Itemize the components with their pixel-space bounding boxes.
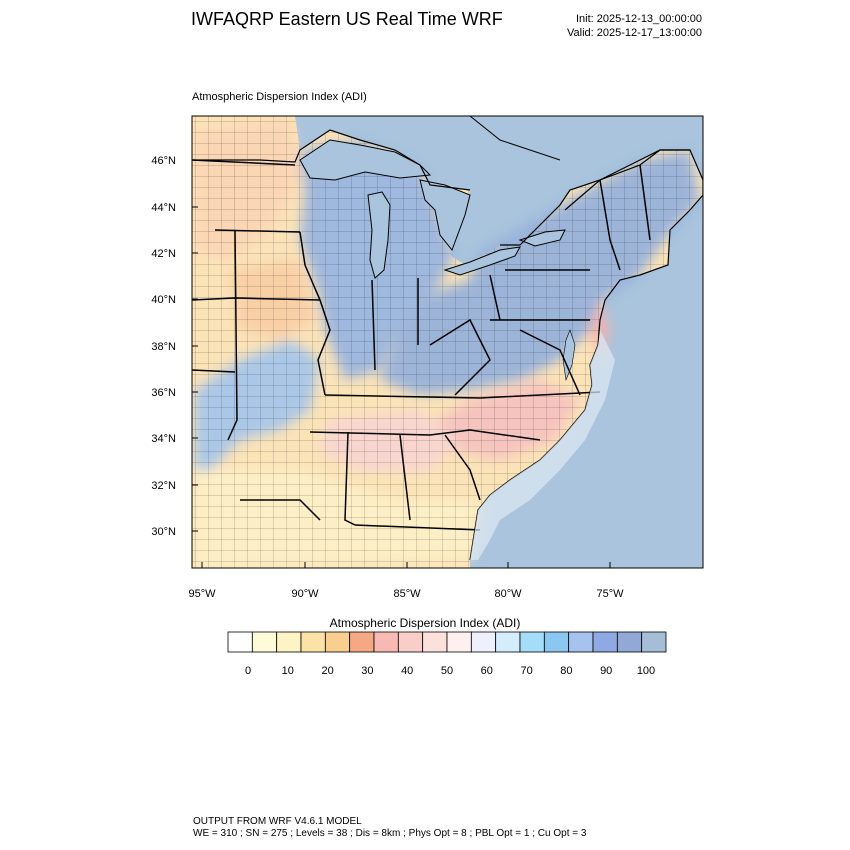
lake-erie — [443, 246, 521, 276]
lake-michigan — [367, 191, 391, 279]
colorbar-tick-label: 40 — [401, 665, 413, 677]
colorbar — [227, 631, 667, 653]
colorbar-tick-label: 80 — [560, 665, 572, 677]
colorbar-swatch — [519, 631, 545, 653]
colorbar-tick-label: 60 — [481, 665, 493, 677]
footer-model: OUTPUT FROM WRF V4.6.1 MODEL — [193, 816, 362, 827]
colorbar-swatch — [422, 631, 448, 653]
lat-tick-label: 36°N — [151, 387, 176, 399]
colorbar-tick-label: 10 — [282, 665, 294, 677]
latitude-ticks: 46°N 44°N 42°N 40°N 38°N 36°N 34°N 32°N 30°N — [151, 155, 198, 538]
lon-tick-label: 75°W — [596, 588, 624, 600]
colorbar-swatch — [251, 631, 278, 653]
lat-tick-label: 46°N — [151, 155, 176, 167]
colorbar-swatch — [227, 631, 253, 653]
lon-tick-label: 80°W — [494, 588, 522, 600]
colorbar-swatch — [276, 631, 302, 653]
lon-tick-label: 90°W — [291, 588, 319, 600]
colorbar-labels: 0 10 20 30 40 50 60 70 80 90 100 — [245, 665, 655, 677]
lat-tick-label: 30°N — [151, 526, 176, 538]
colorbar-tick-label: 30 — [361, 665, 373, 677]
colorbar-swatch — [568, 631, 594, 653]
colorbar-swatch — [446, 631, 472, 653]
lat-tick-label: 40°N — [151, 294, 176, 306]
lon-tick-label: 85°W — [393, 588, 421, 600]
quebec-line — [469, 116, 561, 161]
colorbar-swatch — [543, 631, 570, 653]
colorbar-swatch — [641, 631, 667, 653]
colorbar-swatch — [349, 631, 375, 653]
colorbar-title: Atmospheric Dispersion Index (ADI) — [329, 616, 521, 630]
colorbar-swatch — [592, 631, 618, 653]
great-lakes — [299, 139, 566, 279]
colorbar-tick-label: 50 — [441, 665, 453, 677]
colorbar-tick-label: 20 — [321, 665, 333, 677]
map-panel — [192, 116, 703, 568]
colorbar-swatch — [397, 631, 424, 653]
colorbar-swatch — [324, 631, 351, 653]
map-subtitle: Atmospheric Dispersion Index (ADI) — [192, 91, 367, 103]
lon-tick-label: 95°W — [188, 588, 216, 600]
canada-border-east — [564, 149, 690, 211]
coastal-shelf — [470, 330, 615, 560]
lat-tick-label: 42°N — [151, 248, 176, 260]
state-boundaries — [192, 159, 651, 531]
map-frame — [191, 115, 704, 569]
county-boundaries — [192, 116, 703, 568]
colorbar-swatch — [470, 631, 497, 653]
valid-time: Valid: 2025-12-17_13:00:00 — [567, 27, 702, 39]
page-title: IWFAQRP Eastern US Real Time WRF — [191, 9, 503, 29]
lat-tick-label: 44°N — [151, 202, 176, 214]
colorbar-swatch — [373, 631, 399, 653]
init-time: Init: 2025-12-13_00:00:00 — [576, 13, 702, 25]
footer-settings: WE = 310 ; SN = 275 ; Levels = 38 ; Dis … — [193, 828, 587, 839]
colorbar-swatch — [616, 631, 643, 653]
chesapeake-bay — [562, 329, 576, 382]
lake-superior — [299, 139, 432, 181]
canada-border — [192, 149, 301, 163]
lat-tick-label: 32°N — [151, 480, 176, 492]
colorbar-swatch — [300, 631, 326, 653]
lat-tick-label: 34°N — [151, 433, 176, 445]
colorbar-tick-label: 90 — [600, 665, 612, 677]
longitude-ticks: 95°W 90°W 85°W 80°W 75°W — [188, 562, 624, 600]
colorbar-tick-label: 0 — [245, 665, 251, 677]
lake-ontario — [518, 229, 566, 247]
colorbar-tick-label: 100 — [637, 665, 655, 677]
lat-tick-label: 38°N — [151, 341, 176, 353]
colorbar-tick-label: 70 — [520, 665, 532, 677]
colorbar-swatch — [495, 631, 521, 653]
